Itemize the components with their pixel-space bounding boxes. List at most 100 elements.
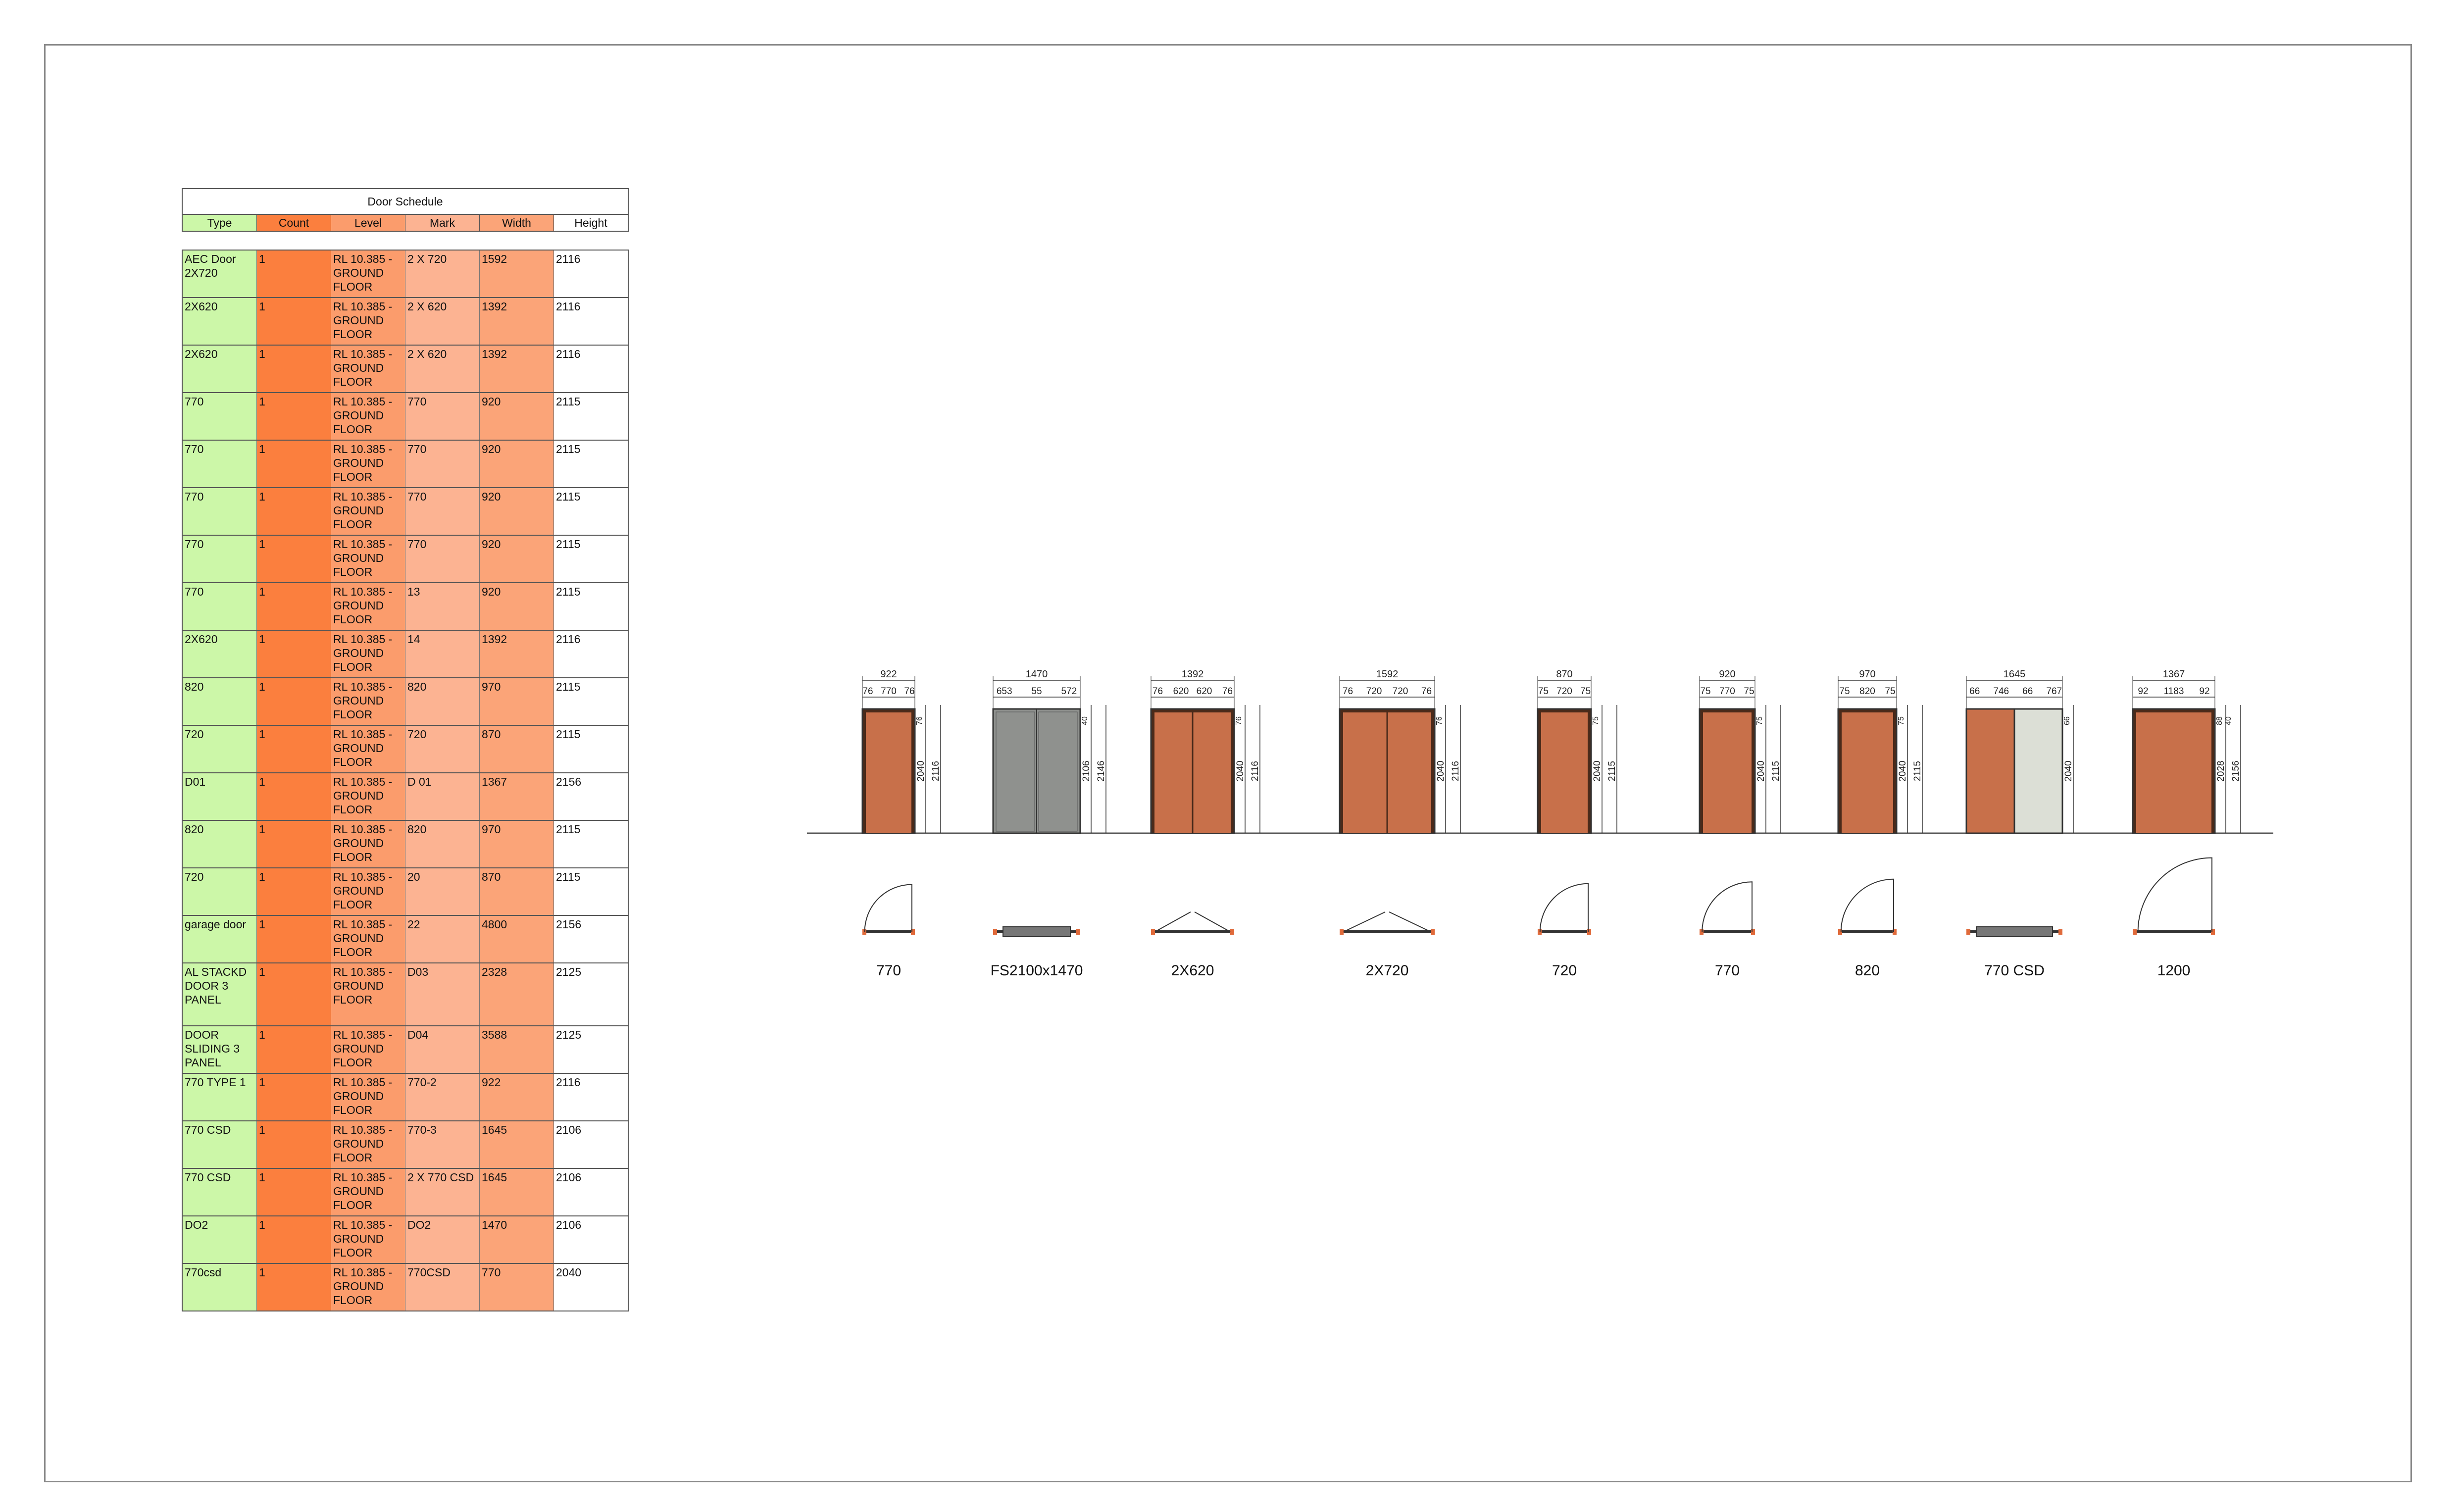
dim-height: 2116 — [931, 761, 941, 781]
table-row[interactable]: 770 1 RL 10.385 - GROUND FLOOR 770 920 2115 — [183, 441, 628, 488]
table-row[interactable]: 720 1 RL 10.385 - GROUND FLOOR 20 870 2115 — [183, 868, 628, 916]
door-type-label: 770 — [1714, 962, 1740, 979]
dim-part: 76 — [1222, 686, 1233, 697]
plan-jamb — [1893, 929, 1897, 935]
door-6 — [1837, 676, 1923, 935]
cell-level: RL 10.385 - GROUND FLOOR — [331, 726, 405, 772]
dim-height: 2040 — [1592, 760, 1603, 781]
dim-part: 620 — [1173, 686, 1189, 697]
plan-jamb — [1838, 929, 1842, 935]
plan-jamb — [1340, 929, 1344, 935]
cell-mark: 770 — [405, 488, 480, 535]
cell-mark: 22 — [405, 916, 480, 962]
table-row[interactable]: 770 1 RL 10.385 - GROUND FLOOR 13 920 2115 — [183, 583, 628, 631]
cell-width: 920 — [480, 583, 554, 630]
dim-part: 55 — [1031, 686, 1042, 697]
dim-part: 620 — [1197, 686, 1212, 697]
header-width[interactable]: Width — [480, 215, 554, 231]
table-row[interactable]: 770 1 RL 10.385 - GROUND FLOOR 770 920 2115 — [183, 393, 628, 441]
cell-height: 2106 — [554, 1121, 628, 1168]
cell-mark: DO2 — [405, 1216, 480, 1263]
cell-height: 2106 — [554, 1216, 628, 1263]
cell-mark: 820 — [405, 821, 480, 867]
dim-height: 2106 — [1081, 760, 1092, 781]
cell-level: RL 10.385 - GROUND FLOOR — [331, 1169, 405, 1215]
dim-part: 75 — [1744, 686, 1754, 697]
table-row[interactable]: 720 1 RL 10.385 - GROUND FLOOR 720 870 2115 — [183, 726, 628, 773]
dim-part: 92 — [2199, 686, 2209, 697]
table-row[interactable]: 820 1 RL 10.385 - GROUND FLOOR 820 970 2115 — [183, 821, 628, 868]
plan-jamb — [1076, 929, 1080, 935]
table-row[interactable]: 770 1 RL 10.385 - GROUND FLOOR 770 920 2115 — [183, 488, 628, 536]
dim-side: 40 — [2224, 716, 2233, 725]
dim-side: 75 — [1755, 716, 1764, 725]
table-row[interactable]: 770csd 1 RL 10.385 - GROUND FLOOR 770CSD 770… — [183, 1264, 628, 1311]
cell-mark: 770CSD — [405, 1264, 480, 1310]
cell-count: 1 — [257, 868, 331, 915]
cell-level: RL 10.385 - GROUND FLOOR — [331, 678, 405, 725]
table-row[interactable]: 770 1 RL 10.385 - GROUND FLOOR 770 920 2115 — [183, 536, 628, 583]
table-row[interactable]: 770 CSD 1 RL 10.385 - GROUND FLOOR 770-3 164… — [183, 1121, 628, 1169]
door-swing — [1154, 911, 1231, 932]
door-swing — [1702, 881, 1753, 932]
cell-count: 1 — [257, 963, 331, 1025]
plan-jamb — [1700, 929, 1704, 935]
header-type[interactable]: Type — [183, 215, 257, 231]
table-row[interactable]: 2X620 1 RL 10.385 - GROUND FLOOR 14 1392 2116 — [183, 631, 628, 678]
cell-count: 1 — [257, 1121, 331, 1168]
cell-level: RL 10.385 - GROUND FLOOR — [331, 1216, 405, 1263]
cell-width: 1392 — [480, 631, 554, 677]
cell-mark: D 01 — [405, 773, 480, 820]
table-row[interactable]: DOOR SLIDING 3 PANEL 1 RL 10.385 - GROUND … — [183, 1026, 628, 1074]
dim-part: 746 — [1993, 686, 2009, 697]
cell-level: RL 10.385 - GROUND FLOOR — [331, 536, 405, 582]
cell-mark: 770-2 — [405, 1074, 480, 1120]
cell-mark: 13 — [405, 583, 480, 630]
cell-count: 1 — [257, 393, 331, 440]
table-row[interactable]: D01 1 RL 10.385 - GROUND FLOOR D 01 1367 2156 — [183, 773, 628, 821]
cell-height: 2125 — [554, 1026, 628, 1073]
plan-jamb — [1587, 929, 1591, 935]
header-level[interactable]: Level — [331, 215, 405, 231]
table-row[interactable]: garage door 1 RL 10.385 - GROUND FLOOR 22 48… — [183, 916, 628, 963]
cell-type: 2X620 — [183, 346, 257, 392]
cell-mark: D03 — [405, 963, 480, 1025]
cell-type: 770 CSD — [183, 1169, 257, 1215]
table-row[interactable]: 770 TYPE 1 1 RL 10.385 - GROUND FLOOR 770-2… — [183, 1074, 628, 1121]
door-swing — [2137, 857, 2212, 932]
dim-side: 66 — [2063, 716, 2071, 725]
cell-count: 1 — [257, 1074, 331, 1120]
dim-part: 76 — [1343, 686, 1353, 697]
cell-width: 920 — [480, 441, 554, 487]
table-row[interactable]: 2X620 1 RL 10.385 - GROUND FLOOR 2 X 620 139… — [183, 298, 628, 346]
header-mark[interactable]: Mark — [405, 215, 480, 231]
dim-height: 2040 — [1756, 760, 1766, 781]
cell-height: 2115 — [554, 821, 628, 867]
cell-width: 920 — [480, 488, 554, 535]
table-row[interactable]: AL STACKD DOOR 3 PANEL 1 RL 10.385 - GROUN… — [183, 963, 628, 1026]
cell-height: 2156 — [554, 773, 628, 820]
table-row[interactable]: DO2 1 RL 10.385 - GROUND FLOOR DO2 1470 2106 — [183, 1216, 628, 1264]
table-row[interactable]: 820 1 RL 10.385 - GROUND FLOOR 820 970 2115 — [183, 678, 628, 726]
plan-jamb — [1751, 929, 1755, 935]
cell-mark: 820 — [405, 678, 480, 725]
table-row[interactable]: 2X620 1 RL 10.385 - GROUND FLOOR 2 X 620 139… — [183, 346, 628, 393]
cell-mark: 2 X 770 CSD — [405, 1169, 480, 1215]
dim-height: 2115 — [1912, 761, 1923, 781]
cell-count: 1 — [257, 726, 331, 772]
table-row[interactable]: AEC Door 2X720 1 RL 10.385 - GROUND FLOOR 2… — [183, 251, 628, 298]
cell-count: 1 — [257, 1264, 331, 1310]
table-row[interactable]: 770 CSD 1 RL 10.385 - GROUND FLOOR 2 X 770 … — [183, 1169, 628, 1216]
door-panel — [996, 711, 1035, 832]
door-2 — [1150, 676, 1260, 935]
header-height[interactable]: Height — [554, 215, 628, 231]
cell-width: 1592 — [480, 251, 554, 297]
header-count[interactable]: Count — [257, 215, 331, 231]
dim-part: 820 — [1859, 686, 1875, 697]
dim-part: 66 — [1969, 686, 1980, 697]
cell-width: 970 — [480, 821, 554, 867]
door-type-label: 770 CSD — [1984, 962, 2045, 979]
plan-jamb — [1431, 929, 1435, 935]
plan-jamb — [2133, 929, 2137, 935]
door-swing — [1343, 911, 1431, 932]
